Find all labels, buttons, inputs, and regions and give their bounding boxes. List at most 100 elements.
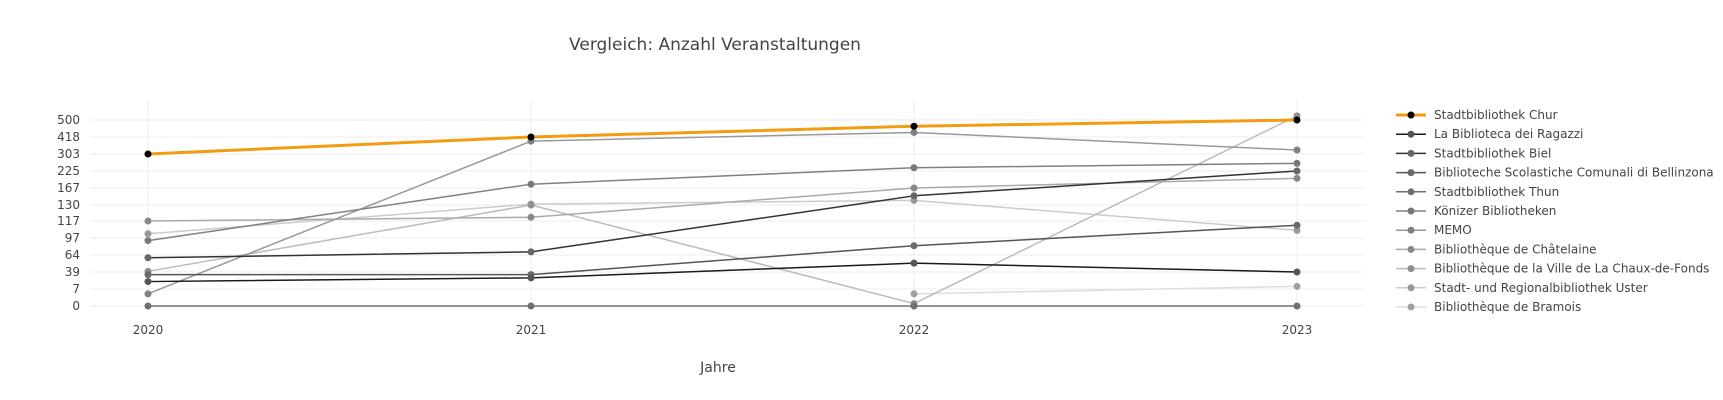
series-5 <box>144 159 1301 245</box>
legend-label: Bibliothèque de Bramois <box>1434 300 1581 314</box>
series-line <box>148 224 1298 276</box>
series-0 <box>144 116 1301 158</box>
data-point <box>527 201 535 209</box>
series-line <box>913 285 1298 295</box>
legend-item: Stadtbibliothek Biel <box>1396 146 1551 160</box>
legend-item: Bibliothèque de la Ville de La Chaux-de-… <box>1396 262 1709 276</box>
series-3 <box>144 221 1301 279</box>
y-tick-label: 225 <box>57 164 80 178</box>
series-10 <box>910 282 1301 298</box>
data-point <box>527 274 535 282</box>
data-point <box>527 133 535 141</box>
x-tick-label: 2022 <box>899 323 930 337</box>
y-tick-label: 500 <box>57 113 80 127</box>
legend-item: MEMO <box>1396 223 1472 237</box>
legend-label: Bibliothèque de la Ville de La Chaux-de-… <box>1434 262 1709 276</box>
legend-marker <box>1407 169 1415 177</box>
data-point <box>144 217 152 225</box>
legend-marker <box>1407 207 1415 215</box>
series-line <box>147 162 1298 242</box>
series-line <box>147 118 1298 156</box>
series-lines <box>144 112 1301 310</box>
data-point <box>1293 167 1301 175</box>
legend-marker <box>1407 226 1415 234</box>
data-point <box>910 242 918 250</box>
data-point <box>1293 226 1301 234</box>
data-point <box>910 302 918 310</box>
data-point <box>527 180 535 188</box>
series-line <box>147 115 1298 305</box>
legend-label: Stadtbibliothek Chur <box>1434 108 1558 122</box>
data-point <box>1293 282 1301 290</box>
data-point <box>1293 221 1301 229</box>
data-point <box>144 290 152 298</box>
data-point <box>910 122 918 130</box>
series-line <box>147 131 1298 295</box>
legend: Stadtbibliothek Chur La Biblioteca dei Ra… <box>1396 108 1714 314</box>
y-tick-label: 7 <box>72 282 80 296</box>
chart-title: Vergleich: Anzahl Veranstaltungen <box>569 35 861 55</box>
data-point <box>1293 302 1301 310</box>
data-point <box>144 230 152 238</box>
legend-label: MEMO <box>1434 223 1472 237</box>
data-point <box>1293 159 1301 167</box>
legend-label: Bibliothèque de Châtelaine <box>1434 242 1597 256</box>
legend-marker <box>1407 130 1415 138</box>
data-point <box>144 254 152 262</box>
legend-marker <box>1407 111 1415 119</box>
data-point <box>1293 174 1301 182</box>
x-axis-label: Jahre <box>699 360 736 376</box>
legend-marker <box>1407 188 1415 196</box>
series-line <box>147 170 1298 259</box>
y-tick-label: 39 <box>65 265 80 279</box>
legend-item: Stadtbibliothek Thun <box>1396 185 1559 199</box>
y-tick-label: 167 <box>57 181 80 195</box>
legend-item: Bibliothèque de Bramois <box>1396 300 1581 314</box>
legend-item: Bibliothèque de Châtelaine <box>1396 242 1597 256</box>
data-point <box>144 237 152 245</box>
series-6 <box>144 128 1301 298</box>
y-tick-label: 0 <box>72 299 80 313</box>
data-point <box>144 271 152 279</box>
data-point <box>910 184 918 192</box>
legend-label: Biblioteche Scolastiche Comunali di Bell… <box>1434 166 1714 180</box>
legend-label: La Biblioteca dei Ragazzi <box>1434 127 1583 141</box>
data-point <box>1293 268 1301 276</box>
data-point <box>1293 116 1301 124</box>
x-tick-label: 2021 <box>516 323 547 337</box>
data-point <box>910 128 918 136</box>
data-point <box>527 248 535 256</box>
x-axis-ticks: 2020 2021 2022 2023 <box>133 323 1313 337</box>
legend-item: Biblioteche Scolastiche Comunali di Bell… <box>1396 166 1714 180</box>
data-point <box>144 278 152 286</box>
data-point <box>910 290 918 298</box>
legend-marker <box>1407 303 1415 311</box>
data-point <box>910 259 918 267</box>
legend-label: Stadtbibliothek Thun <box>1434 185 1559 199</box>
x-tick-label: 2020 <box>133 323 164 337</box>
legend-label: Stadtbibliothek Biel <box>1434 146 1551 160</box>
y-tick-label: 117 <box>57 214 80 228</box>
y-tick-label: 418 <box>57 130 80 144</box>
legend-marker <box>1407 284 1415 292</box>
legend-label: Stadt- und Regionalbibliothek Uster <box>1434 281 1648 295</box>
series-1 <box>144 259 1301 286</box>
data-point <box>527 302 535 310</box>
y-tick-label: 130 <box>57 198 80 212</box>
y-tick-label: 64 <box>65 248 80 262</box>
legend-item: Könizer Bibliotheken <box>1396 204 1556 218</box>
y-axis-ticks: 0 7 39 64 97 117 130 167 225 303 418 500 <box>57 113 80 313</box>
data-point <box>527 213 535 221</box>
y-tick-label: 97 <box>65 231 80 245</box>
legend-item: La Biblioteca dei Ragazzi <box>1396 127 1583 141</box>
data-point <box>910 164 918 172</box>
data-point <box>1293 146 1301 154</box>
legend-item: Stadtbibliothek Chur <box>1396 108 1558 122</box>
series-4 <box>144 302 1301 310</box>
series-2 <box>144 167 1301 262</box>
x-tick-label: 2023 <box>1282 323 1313 337</box>
legend-marker <box>1407 245 1415 253</box>
data-point <box>144 150 152 158</box>
series-line <box>147 262 1298 283</box>
